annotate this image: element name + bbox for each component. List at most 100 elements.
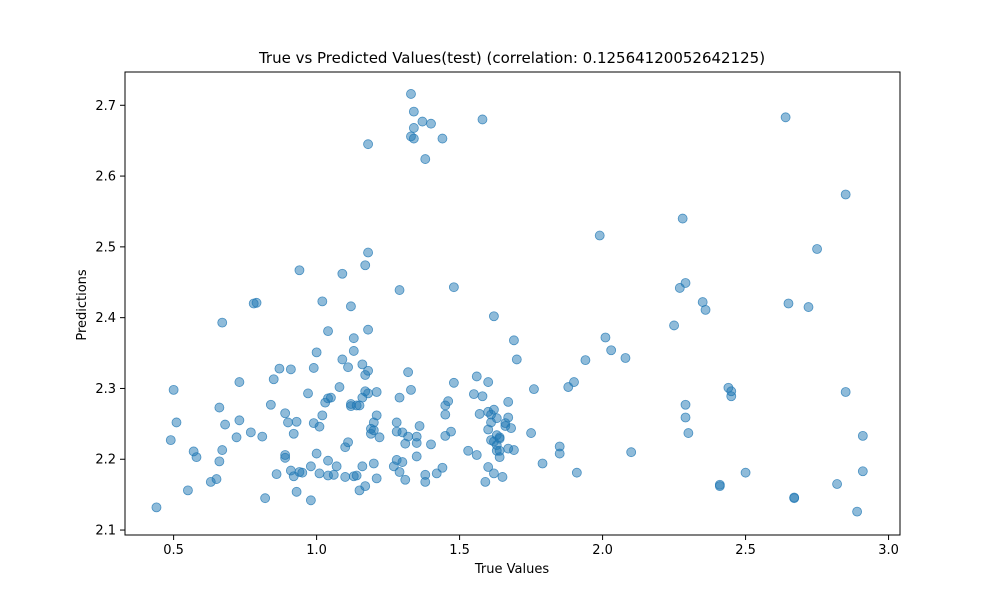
chart-title: True vs Predicted Values(test) (correlat… bbox=[258, 49, 765, 67]
data-point-141 bbox=[477, 391, 488, 402]
data-point-107 bbox=[403, 367, 414, 378]
data-point-134 bbox=[448, 377, 459, 388]
data-point-108 bbox=[403, 431, 414, 442]
data-point-90 bbox=[368, 425, 379, 436]
data-point-101 bbox=[394, 392, 405, 403]
data-point-16 bbox=[234, 415, 245, 426]
data-point-8 bbox=[211, 474, 222, 484]
data-point-182 bbox=[600, 332, 611, 343]
data-point-61 bbox=[340, 472, 351, 482]
data-point-15 bbox=[234, 377, 245, 387]
data-point-117 bbox=[411, 431, 422, 442]
data-point-212 bbox=[857, 466, 868, 477]
data-point-116 bbox=[411, 451, 422, 462]
data-point-2 bbox=[168, 384, 179, 395]
data-point-10 bbox=[214, 402, 225, 413]
y-tick-label-5: 2.6 bbox=[95, 170, 116, 185]
data-point-28 bbox=[280, 452, 291, 463]
data-point-29 bbox=[283, 417, 293, 428]
data-point-179 bbox=[571, 467, 582, 478]
data-point-139 bbox=[474, 409, 485, 419]
data-point-11 bbox=[217, 445, 228, 455]
data-point-140 bbox=[477, 114, 488, 125]
data-point-95 bbox=[374, 432, 385, 443]
x-tick-label-4: 2.5 bbox=[735, 543, 756, 558]
data-point-184 bbox=[620, 353, 631, 363]
data-point-200 bbox=[740, 467, 751, 478]
data-point-119 bbox=[417, 116, 428, 127]
data-point-77 bbox=[357, 359, 368, 370]
data-point-180 bbox=[580, 355, 591, 366]
data-point-192 bbox=[683, 428, 694, 438]
data-point-14 bbox=[231, 432, 242, 443]
data-point-162 bbox=[497, 472, 508, 482]
y-tick-label-3: 2.4 bbox=[95, 311, 116, 326]
data-point-161 bbox=[494, 432, 505, 443]
x-tick-label-2: 1.5 bbox=[449, 543, 470, 558]
data-point-41 bbox=[305, 495, 316, 506]
data-point-199 bbox=[726, 391, 737, 402]
data-point-19 bbox=[251, 297, 262, 308]
data-point-70 bbox=[348, 333, 359, 344]
data-point-100 bbox=[394, 285, 405, 295]
data-point-20 bbox=[257, 431, 268, 442]
data-point-26 bbox=[280, 408, 291, 419]
data-point-56 bbox=[328, 469, 339, 480]
data-point-17 bbox=[245, 427, 256, 438]
data-point-173 bbox=[529, 384, 539, 395]
data-point-170 bbox=[509, 335, 519, 346]
data-point-113 bbox=[408, 123, 419, 133]
data-point-144 bbox=[483, 377, 494, 387]
y-tick-label-1: 2.2 bbox=[95, 453, 116, 468]
data-point-44 bbox=[311, 347, 322, 358]
data-point-40 bbox=[305, 461, 316, 472]
data-point-36 bbox=[294, 265, 305, 276]
data-point-151 bbox=[489, 468, 499, 479]
data-point-191 bbox=[680, 278, 691, 288]
data-point-109 bbox=[406, 384, 416, 395]
data-point-133 bbox=[448, 282, 459, 293]
data-point-60 bbox=[337, 268, 348, 279]
data-point-204 bbox=[789, 492, 800, 503]
data-point-33 bbox=[288, 428, 299, 439]
data-point-43 bbox=[308, 363, 319, 373]
data-point-211 bbox=[857, 430, 868, 441]
data-point-172 bbox=[526, 428, 536, 438]
data-point-85 bbox=[363, 388, 373, 399]
data-point-168 bbox=[506, 423, 516, 433]
data-point-46 bbox=[314, 468, 325, 479]
data-point-12 bbox=[217, 317, 228, 328]
data-point-178 bbox=[569, 377, 579, 387]
data-point-84 bbox=[363, 365, 373, 376]
data-point-112 bbox=[408, 133, 419, 144]
data-point-135 bbox=[463, 445, 474, 456]
y-tick-label-6: 2.7 bbox=[95, 99, 116, 114]
data-point-202 bbox=[783, 298, 794, 309]
data-point-92 bbox=[371, 473, 382, 484]
y-axis-label: Predictions bbox=[75, 269, 90, 341]
data-point-196 bbox=[714, 481, 725, 492]
data-point-165 bbox=[503, 412, 514, 423]
data-point-63 bbox=[343, 362, 353, 373]
y-tick-label-0: 2.1 bbox=[95, 524, 116, 539]
x-tick-label-5: 3.0 bbox=[878, 543, 899, 558]
data-point-47 bbox=[314, 421, 325, 432]
data-point-208 bbox=[840, 189, 851, 200]
data-point-171 bbox=[511, 354, 522, 365]
data-point-146 bbox=[483, 462, 494, 472]
data-point-127 bbox=[437, 462, 448, 473]
data-point-64 bbox=[343, 437, 353, 448]
data-point-22 bbox=[265, 399, 276, 410]
data-point-142 bbox=[480, 477, 491, 487]
data-point-35 bbox=[291, 416, 302, 427]
data-point-207 bbox=[832, 479, 842, 489]
data-point-23 bbox=[268, 374, 279, 385]
data-point-81 bbox=[360, 481, 371, 492]
data-point-186 bbox=[669, 320, 679, 331]
x-axis-label: True Values bbox=[474, 562, 549, 577]
y-tick-label-2: 2.3 bbox=[95, 382, 116, 397]
data-point-58 bbox=[334, 382, 345, 392]
data-point-55 bbox=[326, 392, 336, 403]
data-point-91 bbox=[368, 458, 379, 469]
data-point-205 bbox=[803, 302, 814, 312]
